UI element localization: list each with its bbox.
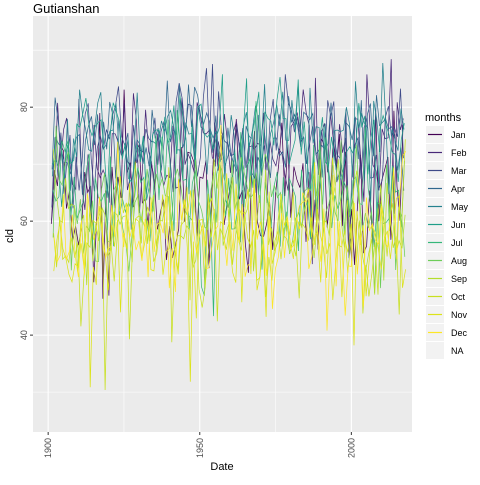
x-tick-label: 1950	[195, 438, 205, 458]
legend-item-label: May	[451, 202, 469, 212]
legend-item-label: Apr	[451, 184, 465, 194]
legend-item-label: Jun	[451, 220, 466, 230]
legend-item-label: Feb	[451, 148, 467, 158]
series-line-apr	[51, 80, 405, 212]
series-line-sep	[52, 148, 406, 295]
legend-item-label: Jan	[451, 130, 466, 140]
legend-item-label: NA	[451, 346, 464, 356]
legend-item-label: Jul	[451, 238, 463, 248]
axes: 1900 1950 2000 40 60 80	[19, 102, 356, 458]
legend-key-bg	[426, 342, 444, 359]
x-tick-label: 2000	[346, 438, 356, 458]
chart-title: Gutianshan	[33, 1, 100, 16]
y-tick-label: 80	[19, 102, 29, 112]
legend-item-label: Oct	[451, 292, 466, 302]
legend: months Jan Feb Mar Apr May Jun Jul Aug Sep Oct Nov…	[425, 112, 469, 359]
series-lines	[50, 59, 407, 391]
y-tick-label: 60	[19, 216, 29, 226]
series-line-nov	[53, 162, 406, 388]
legend-item-label: Mar	[451, 166, 467, 176]
legend-item-label: Nov	[451, 310, 468, 320]
x-axis-label: Date	[210, 461, 233, 473]
y-tick-label: 40	[19, 330, 29, 340]
series-line-jul	[52, 101, 405, 317]
y-axis-label: cld	[4, 229, 16, 243]
legend-item-label: Sep	[451, 274, 467, 284]
series-line-oct	[53, 139, 406, 391]
legend-title: months	[425, 112, 462, 124]
x-tick-label: 1900	[43, 438, 53, 458]
legend-item-label: Aug	[451, 256, 467, 266]
legend-item-label: Dec	[451, 328, 468, 338]
series-line-dec	[53, 124, 407, 331]
